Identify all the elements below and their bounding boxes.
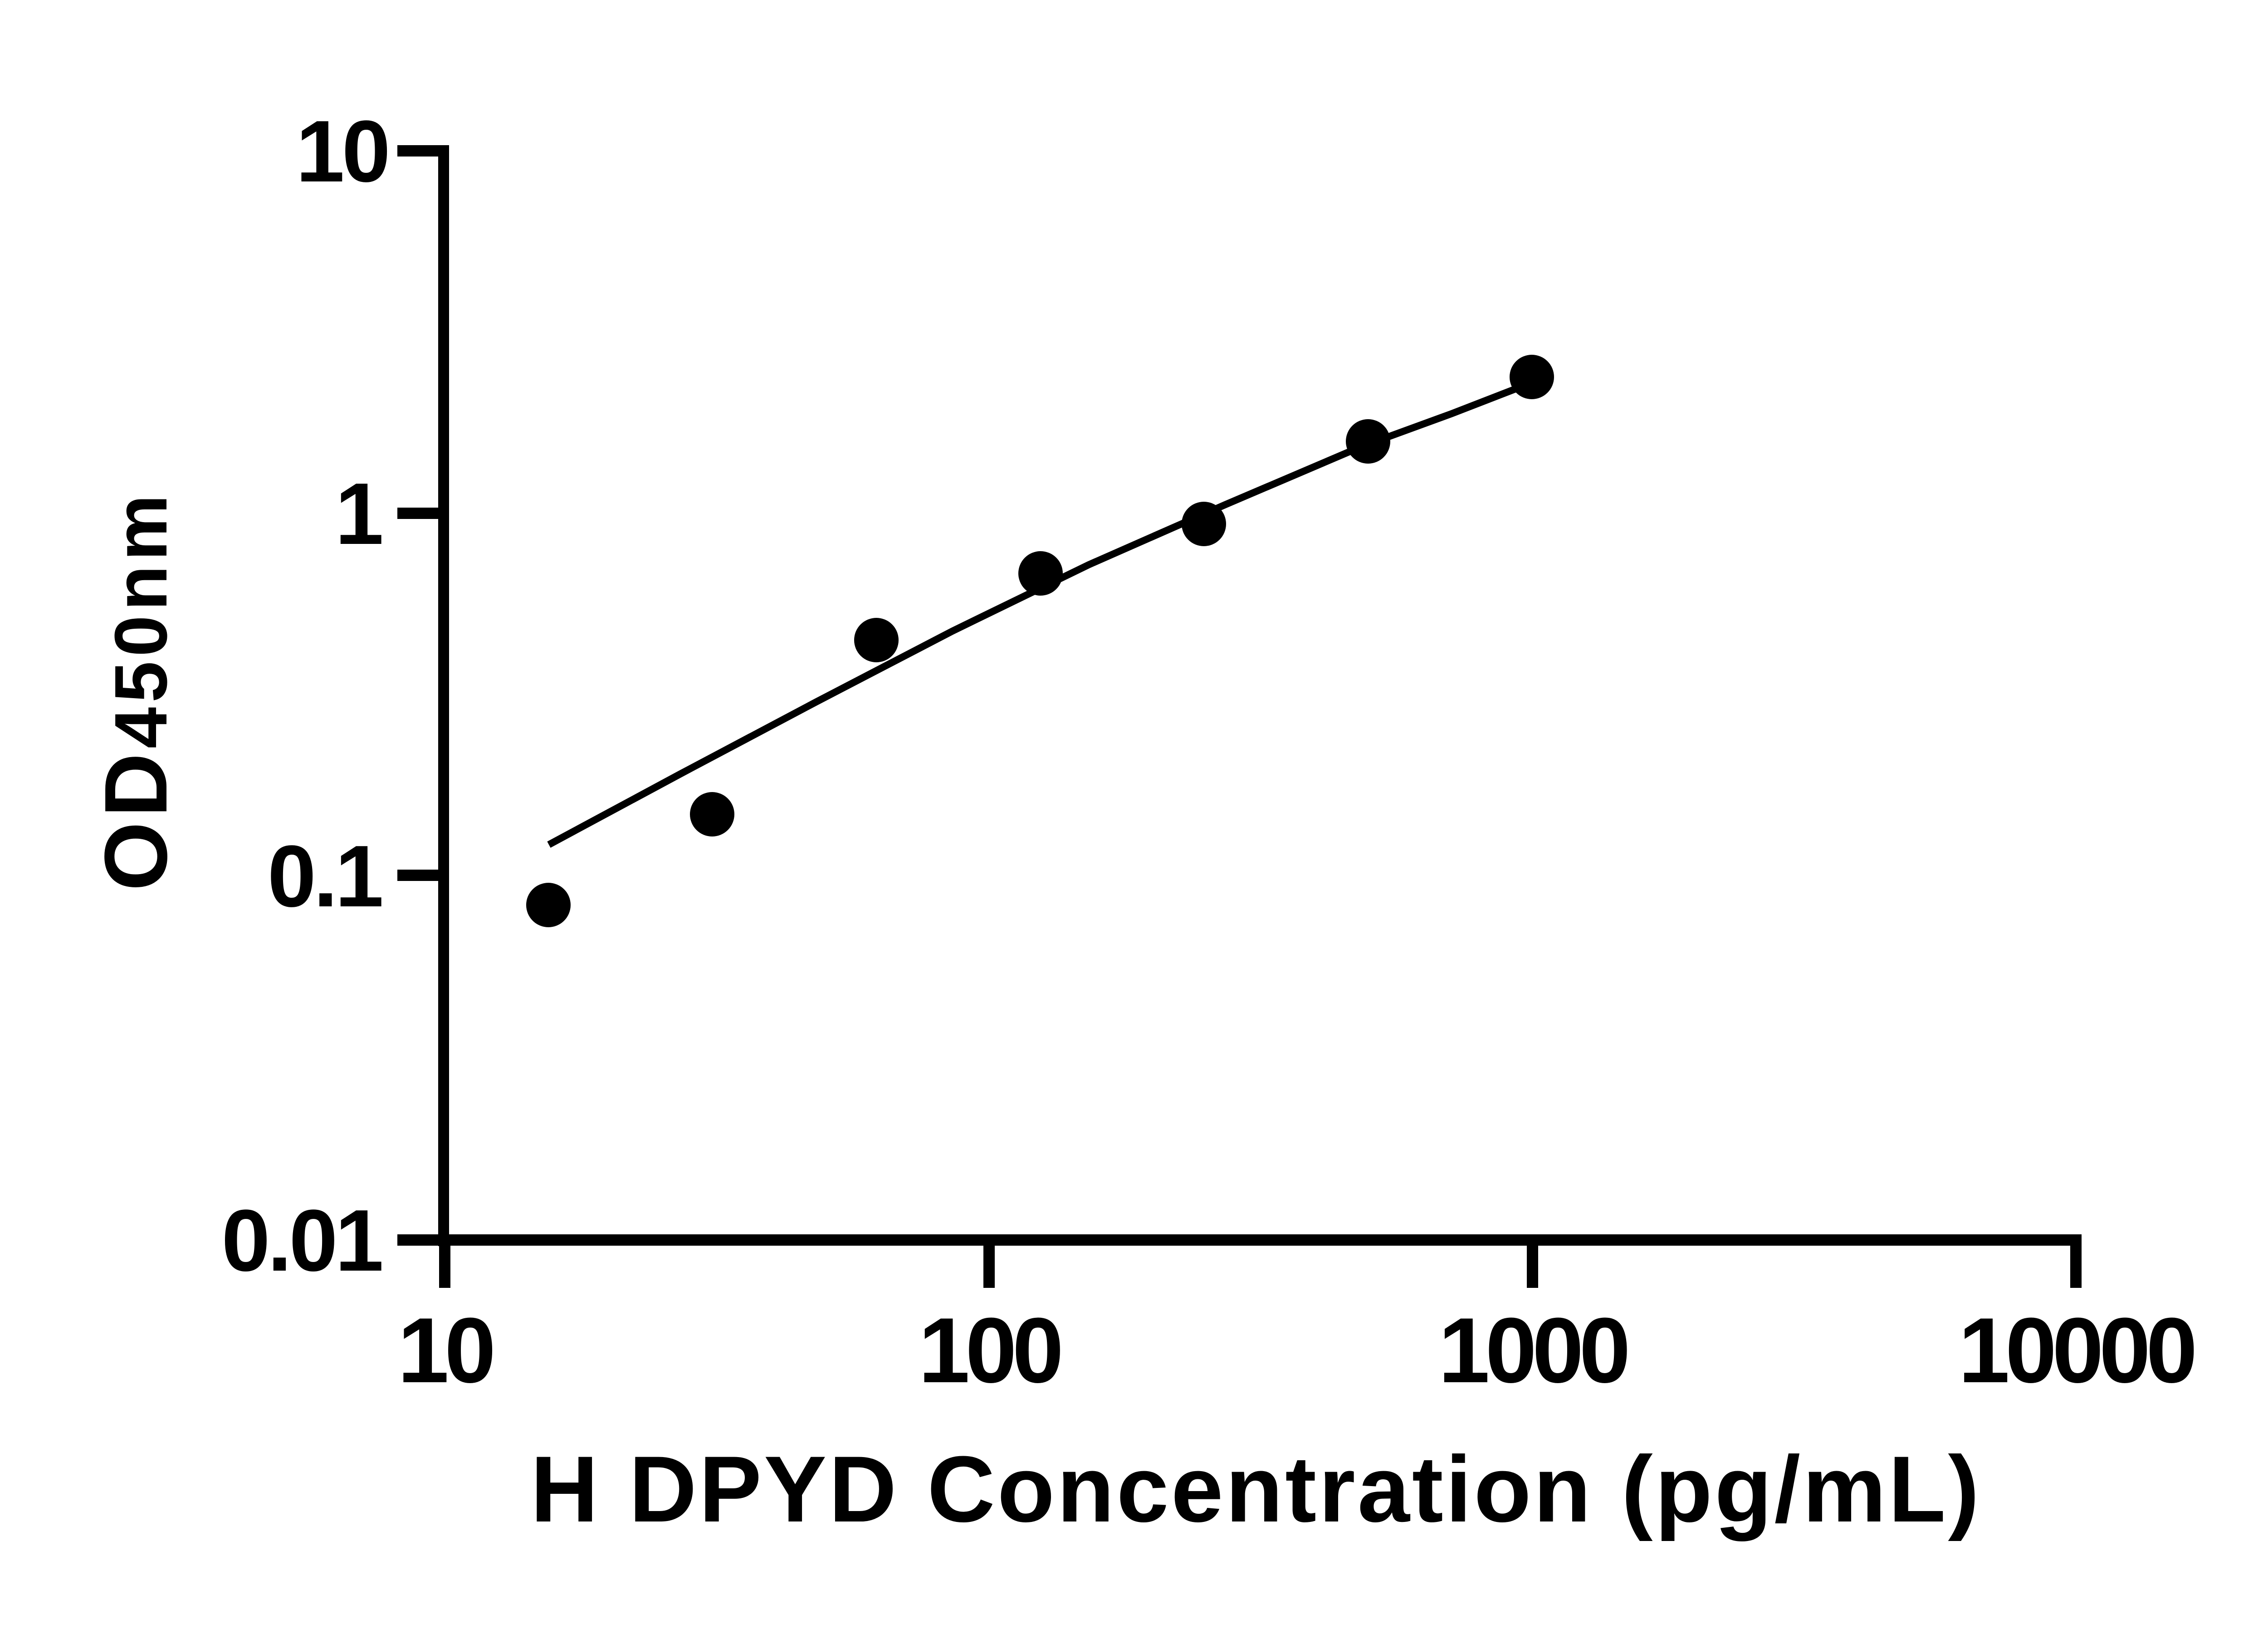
svg-text:0.1: 0.1 [268,827,381,925]
svg-text:100: 100 [919,1299,1061,1402]
svg-text:1000: 1000 [1438,1299,1627,1402]
svg-text:OD450nm: OD450nm [86,490,186,891]
svg-text:10: 10 [296,102,388,200]
svg-text:0.01: 0.01 [221,1191,381,1289]
svg-text:10000: 10000 [1958,1299,2194,1402]
svg-text:H DPYD Concentration (pg/mL): H DPYD Concentration (pg/mL) [531,1437,1982,1541]
svg-text:1: 1 [335,465,381,563]
svg-text:10: 10 [398,1299,493,1402]
